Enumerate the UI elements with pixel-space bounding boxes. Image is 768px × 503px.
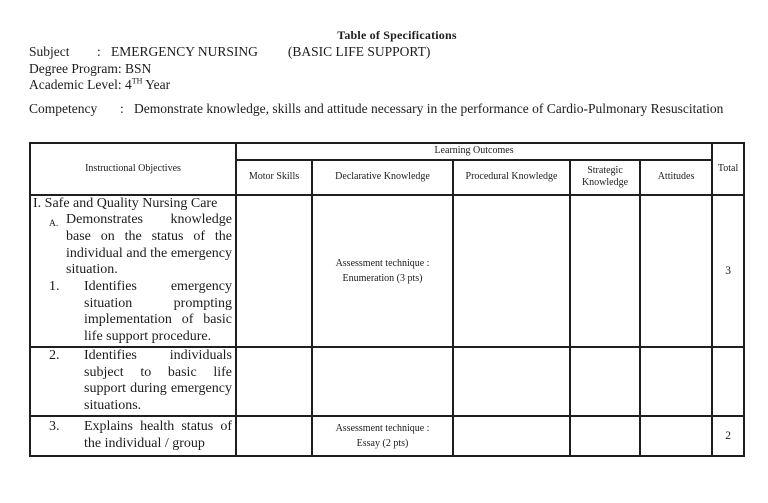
subject-line: Subject: EMERGENCY NURSING (BASIC LIFE SUP… bbox=[29, 44, 430, 61]
objective-marker-3: 3. bbox=[49, 418, 60, 434]
academic-level-superscript: TH bbox=[131, 76, 143, 86]
column-header-attitudes: Attitudes bbox=[638, 158, 714, 196]
objective-item-1: 1. Identifies emergency situation prompt… bbox=[33, 279, 232, 345]
cell-procedural-knowledge-row3 bbox=[452, 414, 571, 457]
column-header-motor-skills: Motor Skills bbox=[235, 158, 313, 196]
subject-colon: : bbox=[97, 44, 101, 59]
table-row: 3. Explains health status of the individ… bbox=[29, 414, 746, 457]
objective-sub-item-a: A. Demonstrates knowledge base on the st… bbox=[33, 212, 232, 279]
degree-program-line: Degree Program: BSN bbox=[29, 60, 152, 76]
assessment-technique-label: Assessment technique : bbox=[335, 422, 430, 434]
column-header-instructional-objectives: Instructional Objectives bbox=[29, 142, 237, 196]
objectives-cell-row2: 2. Identifies individuals subject to bas… bbox=[29, 345, 237, 417]
competency-value: Demonstrate knowledge, skills and attitu… bbox=[134, 101, 724, 116]
competency-line: Competency: Demonstrate knowledge, skills… bbox=[29, 101, 723, 118]
cell-procedural-knowledge-row2 bbox=[452, 345, 571, 417]
competency-colon: : bbox=[120, 101, 124, 116]
objective-item-text: Explains health status of the individual… bbox=[84, 418, 232, 451]
column-header-declarative-knowledge: Declarative Knowledge bbox=[311, 158, 454, 196]
cell-motor-skills-row2 bbox=[235, 345, 313, 417]
subject-label: Subject bbox=[29, 44, 70, 59]
objective-marker-1: 1. bbox=[49, 279, 60, 295]
objective-item-3: 3. Explains health status of the individ… bbox=[33, 419, 232, 452]
table-row: 2. Identifies individuals subject to bas… bbox=[29, 345, 746, 417]
subject-parenthetical: (BASIC LIFE SUPPORT) bbox=[287, 44, 431, 59]
objective-marker-2: 2. bbox=[49, 347, 60, 363]
cell-total-row1: 3 bbox=[711, 193, 746, 348]
assessment-technique-detail: Enumeration (3 pts) bbox=[342, 272, 423, 284]
specifications-table: Instructional Objectives Learning Outcom… bbox=[29, 142, 746, 457]
objectives-cell-row3: 3. Explains health status of the individ… bbox=[29, 414, 237, 457]
cell-declarative-knowledge-row1: Assessment technique : Enumeration (3 pt… bbox=[311, 193, 454, 348]
objective-item-text: Identifies individuals subject to basic … bbox=[84, 347, 232, 413]
cell-total-row3: 2 bbox=[711, 414, 746, 457]
cell-motor-skills-row1 bbox=[235, 193, 313, 348]
objective-heading: I. Safe and Quality Nursing Care bbox=[33, 195, 218, 211]
cell-strategic-knowledge-row1 bbox=[569, 193, 641, 348]
subject-value: EMERGENCY NURSING bbox=[111, 44, 258, 59]
cell-strategic-knowledge-row3 bbox=[569, 414, 641, 457]
academic-level-prefix: Academic Level: 4 bbox=[29, 77, 132, 92]
cell-motor-skills-row3 bbox=[235, 414, 313, 457]
academic-level-suffix: Year bbox=[142, 77, 171, 92]
column-header-total: Total bbox=[711, 142, 746, 196]
competency-label: Competency bbox=[29, 101, 98, 116]
cell-declarative-knowledge-row3: Assessment technique : Essay (2 pts) bbox=[311, 414, 454, 457]
cell-declarative-knowledge-row2 bbox=[311, 345, 454, 417]
assessment-technique-detail: Essay (2 pts) bbox=[356, 437, 409, 449]
academic-level-line: Academic Level: 4TH Year bbox=[29, 77, 170, 94]
cell-attitudes-row3 bbox=[638, 414, 714, 457]
objectives-cell-row1: I. Safe and Quality Nursing Care A. Demo… bbox=[29, 193, 237, 348]
column-header-learning-outcomes: Learning Outcomes bbox=[234, 142, 714, 161]
cell-attitudes-row1 bbox=[638, 193, 714, 348]
cell-attitudes-row2 bbox=[638, 345, 714, 417]
objective-marker-a: A. bbox=[49, 218, 59, 229]
column-header-procedural-knowledge: Procedural Knowledge bbox=[452, 158, 571, 196]
column-header-strategic-knowledge: Strategic Knowledge bbox=[569, 158, 641, 196]
objective-sub-text: Demonstrates knowledge base on the statu… bbox=[66, 212, 232, 278]
objective-item-2: 2. Identifies individuals subject to bas… bbox=[33, 347, 232, 414]
table-row: I. Safe and Quality Nursing Care A. Demo… bbox=[29, 193, 746, 348]
assessment-technique-label: Assessment technique : bbox=[335, 257, 430, 269]
cell-procedural-knowledge-row1 bbox=[452, 193, 571, 348]
cell-strategic-knowledge-row2 bbox=[569, 345, 641, 417]
page-title: Table of Specifications bbox=[337, 28, 457, 42]
cell-total-row2 bbox=[711, 345, 746, 417]
objective-item-text: Identifies emergency situation prompting… bbox=[84, 279, 232, 345]
